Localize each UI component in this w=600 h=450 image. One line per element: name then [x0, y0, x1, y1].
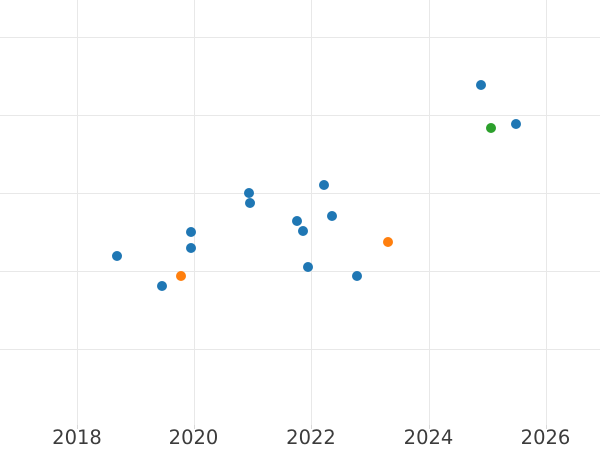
data-point-series-orange [383, 237, 393, 247]
data-point-series-blue [186, 243, 196, 253]
data-point-series-blue [303, 262, 313, 272]
data-point-series-blue [244, 188, 254, 198]
data-point-series-blue [186, 227, 196, 237]
y-gridline [0, 270, 600, 272]
data-point-series-blue [298, 226, 308, 236]
x-tick-mark [428, 425, 430, 429]
data-point-series-blue [476, 80, 486, 90]
data-point-series-blue [245, 198, 255, 208]
x-tick-label: 2024 [403, 426, 454, 449]
x-tick-mark [545, 425, 547, 429]
x-gridline [77, 0, 78, 425]
data-point-series-green [486, 123, 496, 133]
y-gridline [0, 36, 600, 38]
x-tick-mark [311, 425, 312, 429]
y-gridline [0, 114, 600, 116]
data-point-series-blue [292, 216, 302, 226]
data-point-series-orange [176, 271, 186, 281]
x-gridline [545, 0, 547, 425]
x-tick-mark [77, 425, 78, 429]
x-gridline [193, 0, 195, 425]
x-tick-label: 2022 [286, 426, 336, 449]
data-point-series-blue [157, 281, 167, 291]
data-point-series-blue [352, 271, 362, 281]
x-tick-label: 2026 [520, 426, 571, 449]
x-tick-label: 2020 [168, 426, 219, 449]
y-gridline [0, 348, 600, 350]
data-point-series-blue [319, 180, 329, 190]
x-tick-mark [193, 425, 195, 429]
data-point-series-blue [511, 119, 521, 129]
data-point-series-blue [112, 251, 122, 261]
y-gridline [0, 193, 600, 194]
data-point-series-blue [327, 211, 337, 221]
x-gridline [311, 0, 312, 425]
x-tick-label: 2018 [52, 426, 102, 449]
x-gridline [428, 0, 430, 425]
